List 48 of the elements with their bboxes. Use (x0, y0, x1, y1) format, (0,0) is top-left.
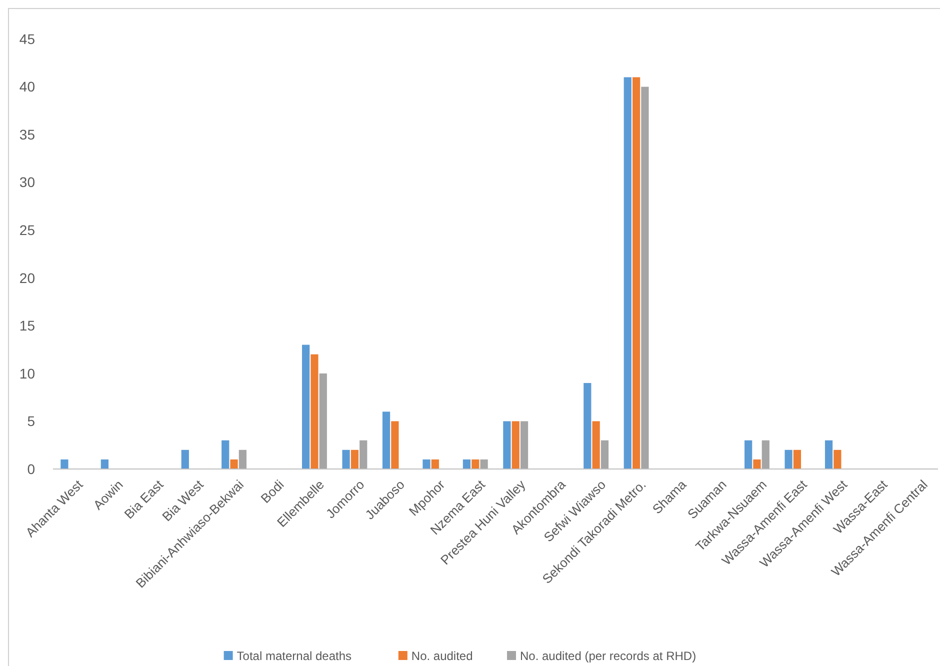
bar (391, 421, 399, 469)
bar (520, 421, 528, 469)
bar (462, 459, 471, 469)
y-tick-label: 40 (19, 78, 36, 95)
bar (222, 440, 230, 469)
y-tick-label: 5 (27, 413, 36, 430)
y-tick-label: 0 (27, 460, 36, 477)
bar (584, 383, 592, 469)
bar (431, 459, 439, 469)
bar (382, 412, 390, 469)
bar (503, 421, 511, 469)
bar (600, 440, 609, 469)
bar (350, 450, 359, 469)
bar (302, 344, 310, 469)
y-tick-label: 35 (19, 126, 36, 142)
y-tick-label: 15 (19, 318, 36, 334)
bar (512, 421, 520, 469)
bar (744, 440, 752, 469)
bar (834, 450, 842, 469)
bar (319, 373, 327, 469)
y-tick-label: 30 (19, 174, 36, 190)
bar (762, 440, 770, 469)
bar (360, 440, 368, 469)
bar (230, 459, 238, 469)
bar (793, 450, 802, 469)
y-tick-label: 25 (19, 222, 36, 238)
bar (472, 459, 480, 469)
bar (60, 459, 68, 469)
bar (181, 450, 189, 469)
bar (100, 459, 108, 469)
bar (310, 354, 318, 469)
bar (624, 77, 632, 469)
bar (422, 459, 430, 469)
bar (480, 459, 488, 469)
bar (824, 440, 833, 469)
y-tick-label: 20 (19, 270, 36, 286)
y-tick-label: 10 (19, 365, 36, 382)
bar (238, 450, 246, 469)
legend-label: No. audited (per records at RHD) (520, 649, 696, 664)
legend-label: Total maternal deaths (236, 649, 352, 664)
bar (641, 86, 649, 469)
y-tick-label: 45 (19, 30, 36, 47)
bar (784, 450, 792, 469)
bar (592, 421, 600, 469)
bar (753, 459, 761, 469)
legend-label: No. audited (411, 649, 473, 664)
bar (342, 450, 350, 469)
bar (632, 77, 640, 469)
